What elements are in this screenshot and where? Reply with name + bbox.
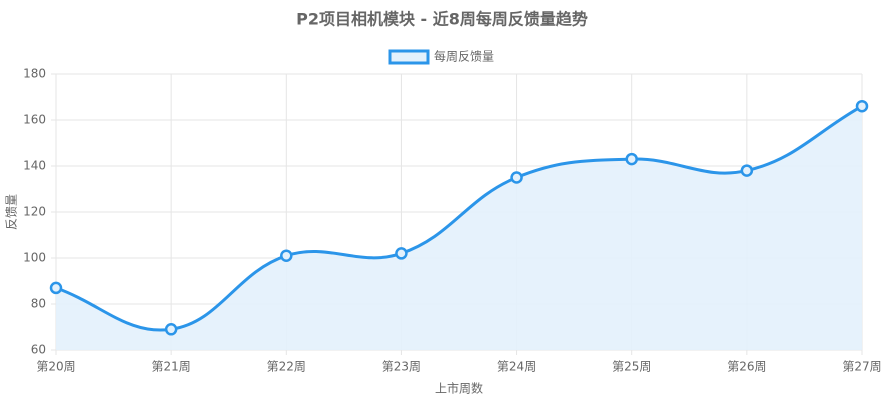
x-axis-label: 上市周数 xyxy=(435,381,483,396)
x-tick-label: 第21周 xyxy=(152,360,191,374)
y-tick-label: 120 xyxy=(23,205,46,219)
point xyxy=(280,249,293,262)
x-tick-label: 第23周 xyxy=(382,360,421,374)
y-tick-label: 160 xyxy=(23,113,46,127)
y-tick-label: 180 xyxy=(23,67,46,81)
point xyxy=(395,247,408,260)
point xyxy=(510,171,523,184)
x-tick-label: 第25周 xyxy=(612,360,651,374)
point xyxy=(49,281,63,295)
x-tick-label: 第22周 xyxy=(267,360,306,374)
y-tick-label: 140 xyxy=(23,159,46,173)
point xyxy=(625,152,638,166)
y-tick-label: 80 xyxy=(31,297,46,311)
y-axis-label: 反馈量 xyxy=(5,194,19,230)
x-tick-label: 第27周 xyxy=(842,360,881,374)
x-tick-label: 第20周 xyxy=(36,360,75,374)
y-tick-label: 100 xyxy=(23,251,46,265)
x-tick-label: 第26周 xyxy=(727,360,766,374)
chart-title: P2项目相机模块 - 近8周每周反馈量趋势 xyxy=(296,10,588,29)
legend-swatch xyxy=(388,49,430,65)
point xyxy=(855,99,869,113)
point xyxy=(164,323,178,336)
x-tick-label: 第24周 xyxy=(497,360,536,374)
point xyxy=(740,164,754,177)
y-tick-label: 60 xyxy=(31,343,46,357)
legend-label: 每周反馈量 xyxy=(434,49,494,64)
line xyxy=(55,104,863,332)
area xyxy=(56,106,862,350)
